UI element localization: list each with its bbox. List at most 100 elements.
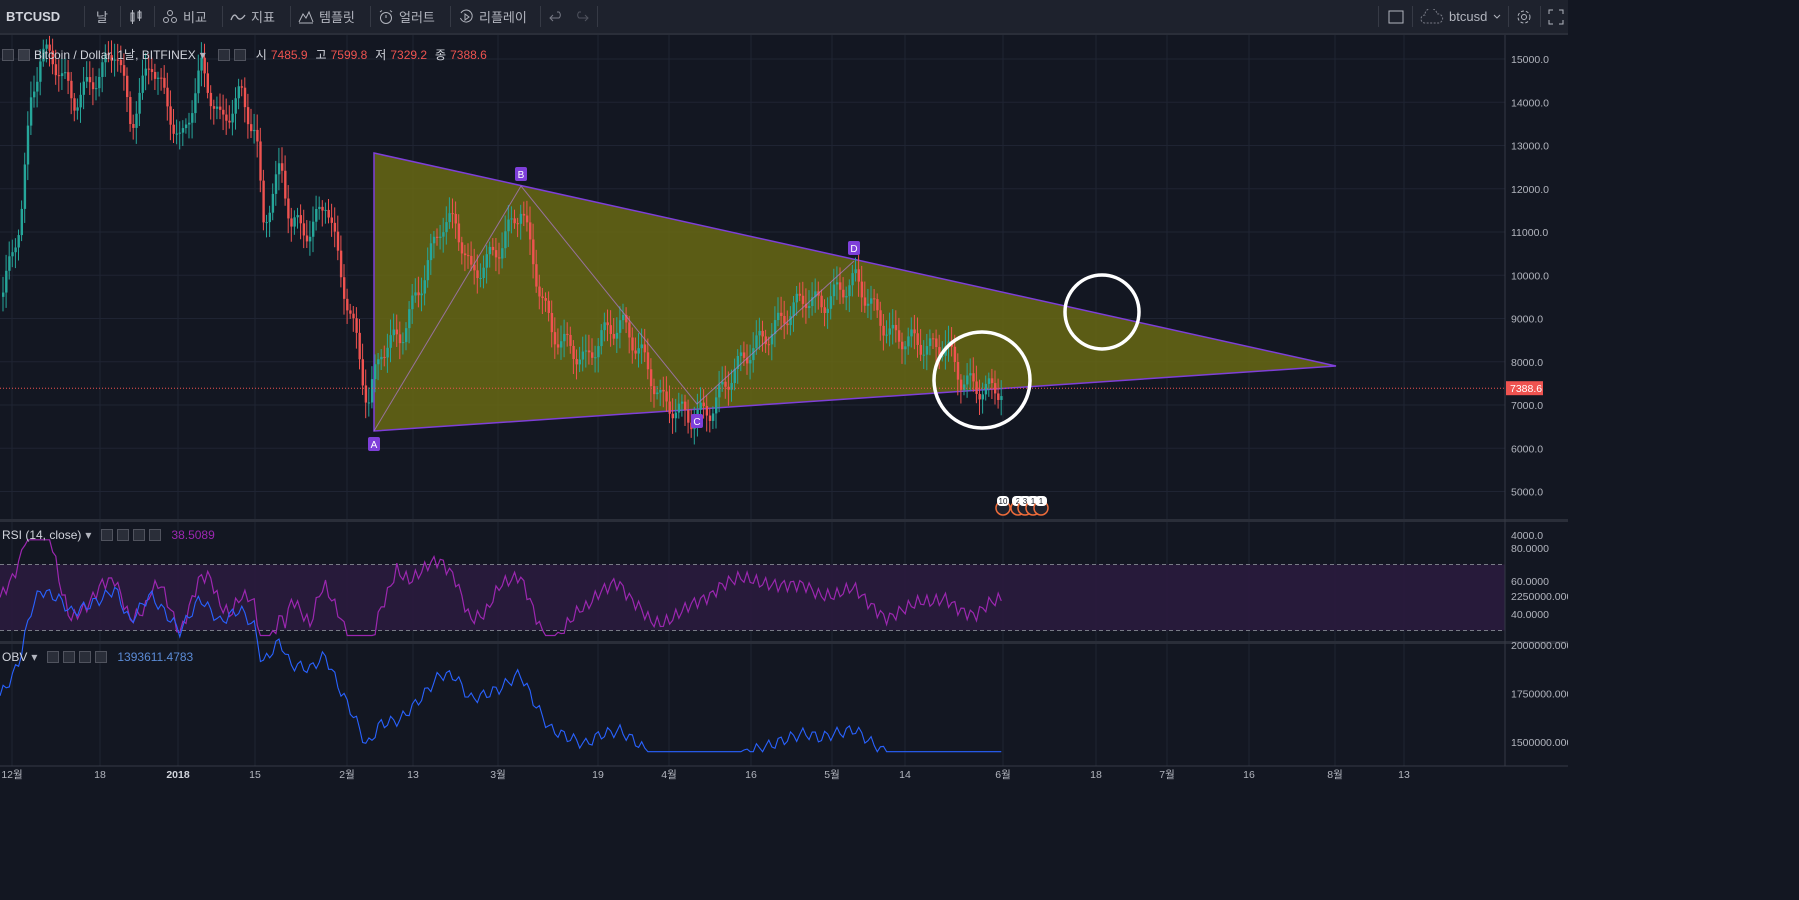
candle-body — [941, 355, 944, 357]
candle-body — [436, 236, 439, 238]
high-value: 7599.8 — [330, 47, 368, 62]
chart-style-button[interactable] — [128, 0, 144, 33]
candle-body — [758, 330, 761, 336]
candle-body — [978, 393, 981, 400]
collapse-pane-icon[interactable] — [2, 48, 14, 61]
candle-body — [367, 402, 371, 404]
candle-body — [228, 120, 231, 123]
candle-body — [98, 76, 101, 89]
candle-body — [194, 93, 197, 114]
obv-tick-label: 1750000.0000 — [1511, 688, 1568, 700]
event-badges[interactable]: 10 2 3 1 1 — [995, 496, 1049, 516]
compare-label: 비교 — [183, 10, 207, 25]
chevron-down-icon[interactable]: ▾ — [199, 47, 206, 62]
settings-small-icon[interactable] — [117, 529, 130, 541]
candle-body — [166, 87, 169, 107]
candle-body — [442, 232, 445, 237]
alerts-button[interactable]: 얼러트 — [378, 0, 435, 33]
eye-icon[interactable] — [101, 529, 114, 541]
candle-body — [984, 383, 988, 395]
candle-body — [777, 312, 780, 321]
candle-body — [36, 81, 39, 92]
candle-body — [26, 125, 30, 165]
toolbar-divider — [1412, 6, 1413, 27]
rsi-title[interactable]: RSI (14, close) — [2, 528, 82, 542]
templates-button[interactable]: 템플릿 — [298, 0, 355, 33]
candle-body — [801, 295, 805, 304]
candle-body — [129, 97, 132, 125]
gear-icon — [1517, 10, 1531, 23]
candle-body — [457, 223, 461, 243]
replay-button[interactable]: 리플레이 — [458, 0, 527, 33]
candle-body — [755, 335, 758, 349]
time-axis[interactable]: 12월 18 2018 15 2월 13 3월 19 4월 16 5월 14 6월 18 7월 16 8월 13 — [0, 765, 1568, 784]
time-tick-label: 4월 — [661, 769, 677, 781]
settings-small-icon[interactable] — [233, 48, 246, 61]
obv-title[interactable]: OBV — [2, 650, 28, 664]
close-icon[interactable] — [95, 651, 108, 663]
candle-body — [219, 106, 222, 110]
rsi-indicator — [0, 539, 1505, 637]
candle-body — [451, 213, 454, 215]
candle-body — [463, 253, 467, 256]
eye-icon[interactable] — [47, 651, 60, 663]
candle-body — [73, 98, 76, 111]
layout-save-button[interactable]: btcusd — [1420, 0, 1502, 33]
candle-body — [11, 252, 14, 257]
series-title[interactable]: Bitcoin / Dollar, 1날, BITFINEX — [34, 48, 196, 62]
candle-body — [587, 350, 591, 353]
time-tick-label: 2018 — [166, 769, 190, 781]
close-icon[interactable] — [149, 529, 162, 541]
settings-button[interactable] — [1516, 0, 1532, 33]
candle-body — [383, 356, 386, 358]
candle-body — [808, 306, 811, 309]
plus-icon[interactable] — [79, 651, 92, 663]
time-tick-label: 12월 — [1, 769, 22, 781]
settings-small-icon[interactable] — [63, 651, 76, 663]
indicators-button[interactable]: 지표 — [230, 0, 275, 33]
point-label-bg — [515, 167, 527, 181]
candle-body — [541, 296, 544, 299]
candle-body — [798, 293, 802, 296]
candle-body — [482, 267, 485, 278]
triangle-pattern-drawing[interactable] — [373, 152, 1337, 432]
chevron-down-icon[interactable]: ▾ — [85, 528, 92, 542]
candle-body — [628, 322, 631, 338]
fullscreen-button[interactable] — [1548, 0, 1564, 33]
symbol-search-button[interactable]: BTCUSD — [6, 0, 60, 33]
compare-button[interactable]: 비교 — [162, 0, 207, 33]
candle-body — [653, 386, 656, 395]
candle-body — [101, 62, 104, 77]
price-axis[interactable]: 15000.0 14000.0 13000.0 12000.0 11000.0 10000… — [1504, 35, 1568, 784]
candle-body — [352, 313, 355, 319]
candle-body — [547, 300, 550, 313]
candle-body — [426, 260, 430, 281]
candle-body — [795, 293, 798, 303]
candle-body — [262, 180, 265, 223]
candle-body — [29, 97, 33, 126]
last-price-badge — [1506, 381, 1543, 396]
fullscreen-layout-button[interactable] — [1388, 0, 1404, 33]
candle-body — [448, 213, 451, 223]
candle-body — [643, 344, 647, 353]
candle-body — [349, 310, 352, 314]
eye-icon[interactable] — [217, 48, 230, 61]
candles-icon — [130, 9, 142, 24]
point-label-bg — [691, 414, 703, 428]
chart-canvas[interactable]: 15000.014000.013000.012000.011000.010000… — [0, 35, 1568, 784]
candle-body — [324, 209, 327, 211]
candle-body — [473, 264, 476, 271]
redo-button[interactable] — [573, 0, 589, 33]
candle-body — [538, 286, 541, 297]
interval-button[interactable]: 날 — [96, 0, 108, 33]
candle-body — [699, 402, 702, 410]
candle-body — [671, 413, 674, 419]
candle-body — [160, 77, 163, 79]
undo-button[interactable] — [549, 0, 565, 33]
plus-icon[interactable] — [133, 529, 146, 541]
rsi-line — [0, 539, 1002, 637]
chevron-down-icon[interactable]: ▾ — [31, 650, 38, 664]
candle-body — [237, 86, 240, 99]
candle-body — [910, 329, 913, 337]
time-tick-label: 18 — [1090, 769, 1102, 781]
